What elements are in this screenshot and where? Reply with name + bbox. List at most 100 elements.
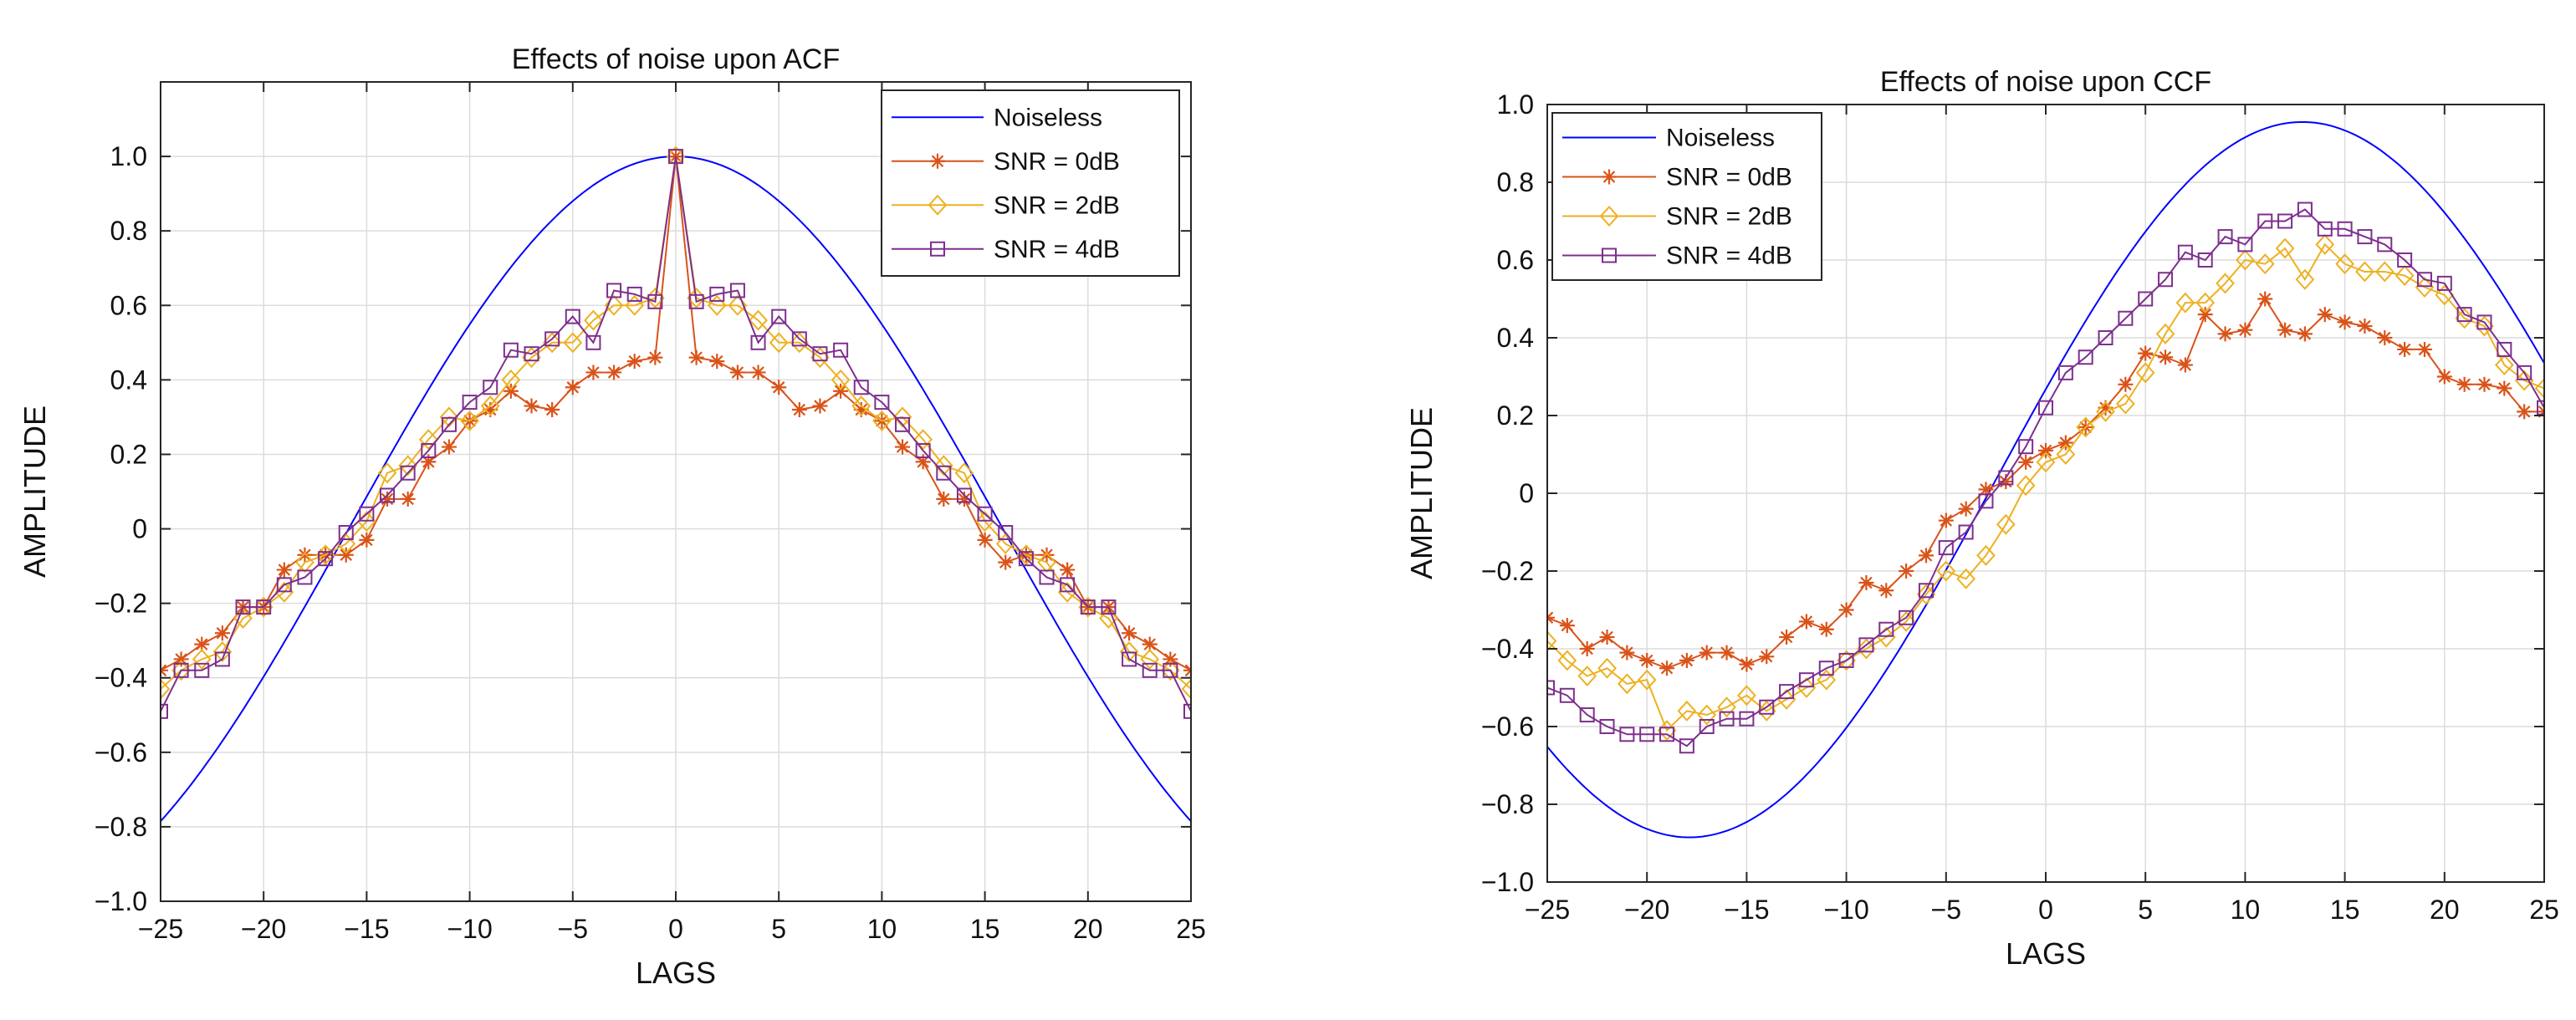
data-point [2197, 252, 2213, 268]
y-tick-label: −0.8 [95, 812, 147, 842]
data-point [2395, 265, 2415, 287]
data-point [977, 506, 993, 522]
x-tick-label: −5 [558, 914, 588, 944]
data-point [1759, 649, 1775, 665]
data-point [2057, 365, 2073, 380]
data-point [2237, 237, 2253, 252]
data-point [1998, 470, 2014, 486]
data-point [956, 491, 972, 507]
x-tick-label: 10 [867, 914, 897, 944]
series-line [161, 156, 1191, 712]
data-point [791, 402, 807, 417]
series-snr-4db [161, 149, 1191, 719]
data-point [462, 395, 478, 411]
data-point [1142, 636, 1158, 652]
data-point [2195, 292, 2216, 314]
data-point [276, 577, 292, 593]
data-point [1878, 621, 1894, 637]
chart-title: Effects of noise upon CCF [1880, 66, 2211, 98]
x-tick-label: 0 [2038, 895, 2053, 925]
data-point [1557, 650, 1577, 671]
data-point [2038, 400, 2053, 416]
data-point [1759, 699, 1775, 715]
data-point [1837, 650, 1856, 671]
data-point [1140, 648, 1160, 670]
data-point [2455, 308, 2474, 329]
y-tick-label: 0.4 [1497, 323, 1534, 353]
data-point [1639, 652, 1655, 668]
data-point [2096, 400, 2115, 422]
x-tick-label: 15 [2330, 895, 2360, 925]
data-point [1818, 660, 1834, 676]
x-tick-label: −10 [447, 914, 492, 944]
data-point [1699, 645, 1715, 660]
data-point [1938, 540, 1954, 556]
data-point [1798, 614, 1814, 630]
data-point [606, 365, 622, 380]
legend-label: SNR = 0dB [1666, 164, 1792, 191]
data-point [2135, 362, 2155, 384]
data-point [1938, 513, 1954, 528]
data-point [956, 487, 972, 503]
x-tick-label: 0 [668, 914, 683, 944]
y-axis-label: AMPLITUDE [18, 405, 52, 578]
data-point [2155, 323, 2175, 344]
data-point [421, 443, 437, 458]
data-point [1579, 641, 1595, 656]
data-point [297, 569, 313, 585]
data-point [1719, 711, 1735, 727]
data-point [212, 641, 233, 663]
data-point [2275, 237, 2295, 259]
data-point [483, 402, 498, 417]
data-point [895, 439, 911, 455]
data-point [2337, 314, 2353, 330]
y-tick-label: 0.6 [1497, 245, 1534, 275]
data-point [1099, 607, 1118, 629]
data-point [441, 416, 457, 432]
data-point [1857, 638, 1876, 660]
legend-marker [1602, 169, 1617, 185]
data-point [1122, 651, 1137, 667]
data-point [2138, 345, 2154, 361]
data-point [1976, 544, 1996, 566]
x-tick-label: −20 [1624, 895, 1669, 925]
data-point [1101, 599, 1117, 615]
legend-label: SNR = 4dB [994, 236, 1120, 263]
data-point [729, 365, 745, 380]
series-group [1547, 121, 2544, 839]
data-point [1163, 662, 1178, 678]
data-point [977, 532, 993, 548]
data-point [1858, 637, 1874, 653]
data-point [398, 455, 418, 477]
y-tick-label: −0.4 [95, 663, 147, 693]
data-point [1161, 660, 1180, 681]
data-point [2217, 229, 2233, 245]
data-point [1899, 564, 1914, 579]
data-point [1119, 641, 1139, 663]
data-point [2158, 349, 2174, 365]
legend-label: Noiseless [994, 104, 1102, 131]
legend-label: Noiseless [1666, 125, 1775, 152]
x-tick-label: −15 [344, 914, 389, 944]
data-point [709, 354, 725, 370]
y-tick-label: −0.8 [1481, 789, 1534, 819]
data-point [501, 369, 521, 390]
data-point [749, 309, 768, 331]
data-point [688, 293, 704, 309]
data-point [1679, 738, 1694, 754]
series-group [161, 145, 1191, 822]
data-point [338, 547, 354, 563]
data-point [1918, 583, 1934, 599]
data-point [2295, 268, 2315, 290]
series-snr-4db [1547, 201, 2544, 754]
data-point [235, 599, 251, 615]
data-point [565, 380, 580, 395]
data-point [2517, 404, 2533, 420]
data-point [2177, 244, 2193, 260]
data-point [1080, 599, 1096, 615]
data-point [1060, 562, 1076, 578]
data-point [729, 283, 745, 298]
data-point [380, 487, 396, 503]
data-point [874, 395, 890, 411]
data-point [503, 383, 519, 399]
